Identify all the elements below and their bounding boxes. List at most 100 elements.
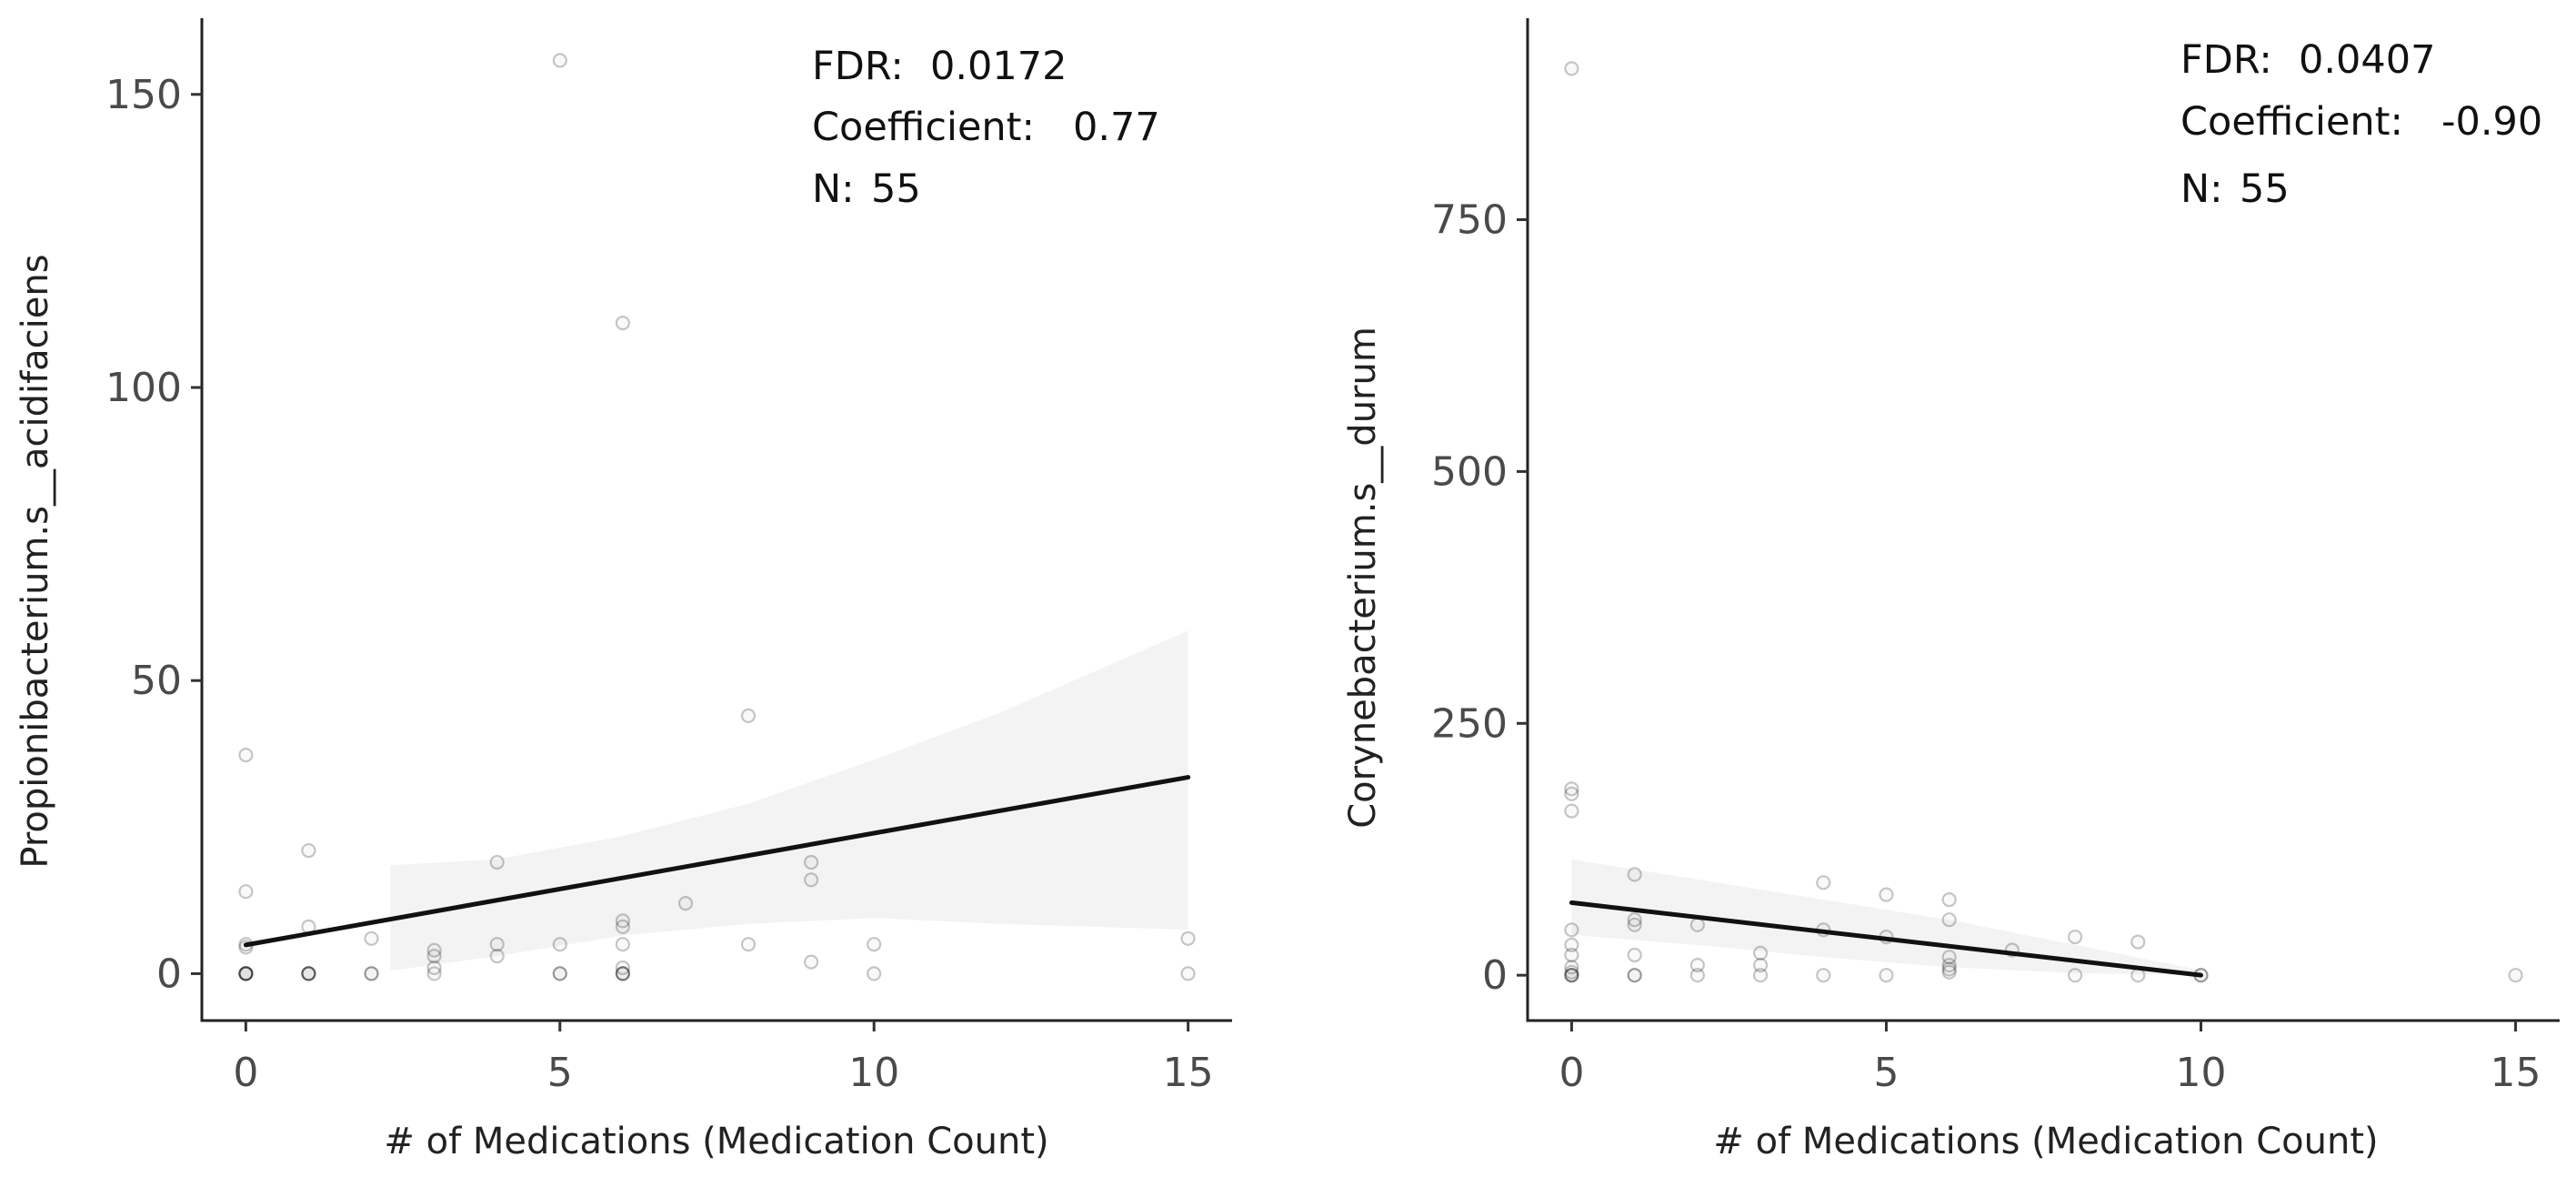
data-point [615,937,631,952]
n-label: N: [2180,166,2223,212]
data-point [1816,968,1831,983]
y-axis-title: Corynebacterium.s__durum [1342,327,1384,829]
data-point [1752,968,1769,983]
data-point [426,948,442,964]
data-point [552,53,567,68]
data-point [238,966,254,981]
data-point [301,966,316,981]
data-point [552,937,567,952]
data-point [1941,950,1957,965]
data-point [301,842,316,859]
data-point [2004,942,2020,958]
data-point [1689,957,1706,973]
data-point [803,872,819,888]
data-point [740,708,757,724]
coefficient-value: -0.90 [2441,99,2542,145]
right-scatter-panel: 0 250 500 750 0 5 10 15 # of Medications (Medic… [1342,18,2560,1162]
data-point [1564,968,1579,983]
data-point [489,937,505,952]
data-point [1564,922,1579,938]
data-point [1564,960,1579,975]
data-point [1564,968,1579,983]
left-scatter-panel: 0 50 100 150 0 5 10 15 # of Medications (Medica… [15,18,1232,1162]
data-point [552,966,567,981]
data-point [615,960,631,976]
regression-line [243,775,1191,948]
data-point [2068,968,2083,983]
data-point [1564,803,1579,819]
x-axis-title: # of Medications (Medication Count) [384,1121,1048,1162]
data-point [1689,968,1706,983]
x-tick-label: 15 [2491,1050,2541,1096]
fdr-label: FDR: [812,44,904,89]
data-point [301,966,316,981]
data-point [1941,912,1957,928]
x-tick-label: 5 [547,1050,573,1096]
data-point [238,966,254,981]
data-point [615,966,631,981]
x-tick-label: 0 [233,1050,258,1096]
data-point [615,919,631,935]
coefficient-label: Coefficient: [812,105,1035,150]
data-point [364,966,379,981]
fdr-label: FDR: [2180,37,2272,83]
data-point [1627,867,1642,882]
data-point [1941,961,1957,977]
data-point [615,966,631,981]
data-point [1564,937,1579,953]
data-point [238,966,254,981]
data-point [301,966,316,981]
y-tick-label: 0 [156,951,182,997]
data-point [1752,957,1769,973]
x-tick-label: 5 [1873,1050,1899,1096]
data-point [238,966,254,981]
regression-line [1569,900,2204,978]
data-point [2508,968,2523,983]
stats-annotation: FDR: 0.0172 Coefficient: 0.77 N: 55 [812,44,1160,212]
data-point [1941,964,1957,980]
data-point [1627,947,1642,963]
data-point [426,966,442,981]
coefficient-label: Coefficient: [2180,99,2403,145]
data-point [1564,968,1579,983]
n-value: 55 [2240,166,2290,212]
coefficient-value: 0.77 [1073,105,1160,150]
data-point [238,884,254,900]
x-tick-label: 15 [1163,1050,1214,1096]
fdr-value: 0.0407 [2299,37,2435,83]
data-point [1564,964,1579,980]
y-tick-label: 150 [105,72,182,118]
data-point [1180,966,1196,981]
y-axis-title: Propionibacterium.s__acidifaciens [15,254,56,868]
y-tick-label: 50 [131,658,182,704]
x-tick-label: 10 [848,1050,899,1096]
fdr-value: 0.0172 [930,44,1067,89]
data-point [489,948,505,964]
data-point [1879,968,1894,983]
data-point [740,937,757,952]
data-point [615,913,631,929]
y-tick-label: 250 [1431,700,1508,747]
data-point [1564,947,1579,963]
confidence-band [1571,859,2201,976]
data-point [238,966,254,981]
data-point [2130,934,2146,950]
data-point [2068,929,2083,945]
data-point [1564,786,1579,801]
y-tick-label: 100 [105,365,182,411]
data-point [677,895,694,911]
data-point [1879,887,1894,902]
data-point [364,931,379,946]
x-tick-label: 10 [2176,1050,2227,1096]
data-point [364,966,379,981]
n-label: N: [812,166,855,212]
data-point [1627,968,1642,983]
data-point [489,854,505,870]
data-point [238,747,254,763]
x-axis-title: # of Medications (Medication Count) [1713,1121,2378,1162]
data-point [1689,917,1706,932]
data-point [1627,968,1642,983]
data-point [803,854,819,870]
data-point [867,966,882,981]
y-tick-label: 500 [1431,448,1508,495]
